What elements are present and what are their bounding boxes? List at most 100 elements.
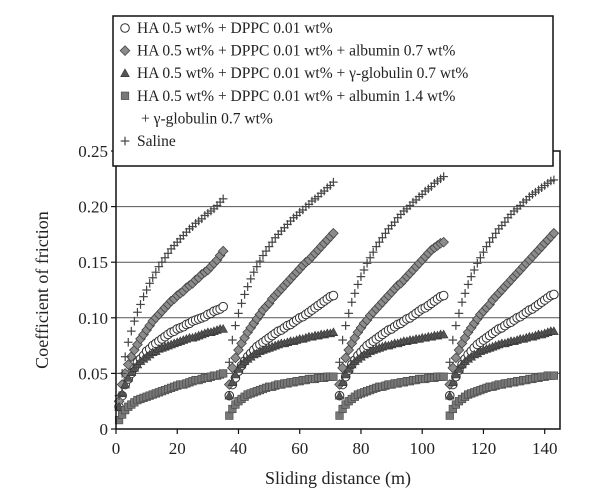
data-point <box>258 251 268 260</box>
data-point <box>338 335 347 345</box>
data-point <box>264 242 274 251</box>
data-point <box>439 172 448 181</box>
y-tick-label: 0.25 <box>78 142 108 161</box>
data-point <box>368 247 378 257</box>
legend-marker-4 <box>120 91 130 100</box>
data-point <box>145 279 154 288</box>
data-point <box>224 357 234 367</box>
data-point <box>375 237 384 247</box>
legend-label-2: HA 0.5 wt% + DPPC 0.01 wt% + albumin 0.7… <box>137 43 456 60</box>
x-tick-label: 80 <box>352 439 369 458</box>
data-point <box>469 265 479 275</box>
data-point <box>454 364 464 373</box>
data-point <box>136 300 145 309</box>
data-point <box>479 247 488 257</box>
data-point <box>233 364 244 373</box>
x-tick-label: 120 <box>471 439 497 458</box>
data-point <box>344 309 354 318</box>
data-point <box>249 267 259 277</box>
data-point <box>126 367 137 377</box>
series-2 <box>113 227 560 407</box>
data-point <box>261 246 271 256</box>
legend-label-5: Saline <box>137 133 176 150</box>
data-point <box>473 259 482 268</box>
y-axis-ticks: 0 0.05 0.10 0.15 0.20 0.25 <box>78 142 116 439</box>
data-point <box>466 272 476 281</box>
data-point <box>491 228 500 238</box>
data-point <box>450 352 462 364</box>
data-point <box>438 290 449 301</box>
data-point <box>329 177 338 187</box>
data-point <box>148 273 158 283</box>
data-point <box>120 352 130 362</box>
data-point <box>329 372 338 381</box>
plot-marks <box>113 172 560 425</box>
y-tick-label: 0.10 <box>78 309 108 328</box>
data-point <box>549 175 559 185</box>
data-point <box>117 388 127 398</box>
data-point <box>359 265 369 275</box>
data-point <box>231 321 240 330</box>
data-point <box>356 272 366 281</box>
data-point <box>334 390 345 400</box>
y-axis-label: Coefficient of friction <box>32 211 52 369</box>
data-point <box>123 372 134 382</box>
data-point <box>365 253 375 263</box>
data-point <box>243 282 252 291</box>
legend-marker-3 <box>120 68 130 77</box>
legend: HA 0.5 wt% + DPPC 0.01 wt% HA 0.5 wt% + D… <box>112 15 554 167</box>
data-point <box>343 364 354 373</box>
data-point <box>549 289 559 300</box>
data-point <box>439 372 448 381</box>
data-point <box>549 371 558 380</box>
data-point <box>139 292 148 301</box>
data-point <box>157 257 167 267</box>
data-point <box>217 245 229 257</box>
data-point <box>230 369 241 379</box>
data-point <box>335 357 344 367</box>
data-point <box>117 369 127 378</box>
legend-marker-5 <box>120 136 130 146</box>
legend-label-1: HA 0.5 wt% + DPPC 0.01 wt% <box>137 20 333 37</box>
data-point <box>347 297 357 307</box>
data-point <box>444 390 455 400</box>
y-tick-label: 0 <box>100 420 109 439</box>
x-tick-label: 100 <box>409 439 435 458</box>
series-5 <box>114 172 559 400</box>
data-point <box>328 227 339 239</box>
y-tick-label: 0.05 <box>78 364 108 383</box>
data-point <box>154 262 164 271</box>
y-tick-label: 0.20 <box>78 198 108 217</box>
data-point <box>219 369 228 378</box>
data-point <box>120 379 130 389</box>
data-point <box>237 299 246 308</box>
data-point <box>548 227 560 239</box>
data-point <box>224 390 235 400</box>
data-point <box>227 377 238 387</box>
data-point <box>234 309 243 318</box>
data-point <box>337 377 348 387</box>
x-tick-label: 20 <box>169 439 186 458</box>
data-point <box>328 290 339 301</box>
data-point <box>457 297 467 307</box>
data-point <box>122 359 134 370</box>
data-point <box>482 242 491 251</box>
data-point <box>353 280 363 289</box>
data-point <box>340 369 351 379</box>
x-axis-ticks: 0 20 40 60 80 100 120 140 <box>112 429 557 458</box>
data-point <box>230 352 241 364</box>
data-point <box>500 217 510 227</box>
x-tick-label: 40 <box>230 439 247 458</box>
data-point <box>218 301 228 312</box>
data-point <box>267 237 277 247</box>
data-point <box>123 337 133 347</box>
x-tick-label: 0 <box>112 439 121 458</box>
data-point <box>246 274 256 284</box>
data-point <box>463 280 473 289</box>
x-tick-label: 60 <box>291 439 308 458</box>
data-point <box>362 259 372 268</box>
data-point <box>130 316 139 326</box>
data-point <box>378 233 387 243</box>
series-4 <box>114 369 558 425</box>
legend-box <box>112 15 554 167</box>
